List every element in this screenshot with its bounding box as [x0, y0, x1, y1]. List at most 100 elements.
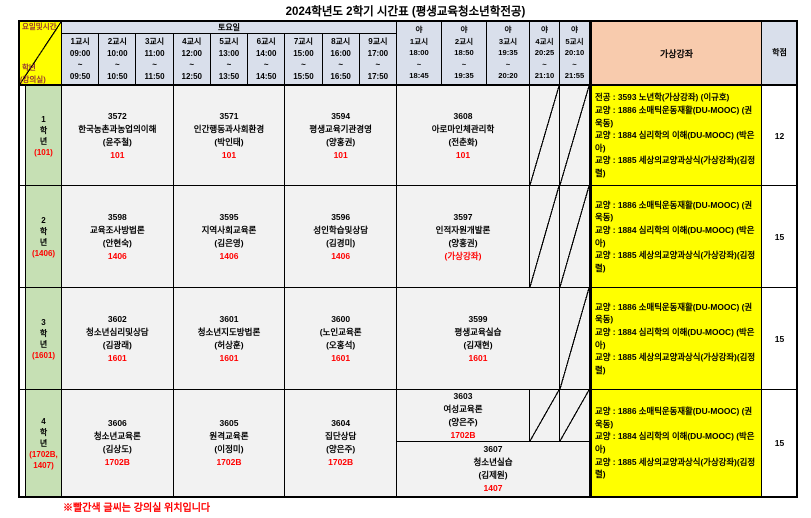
- tilde: ~: [461, 59, 467, 69]
- night-course-cell: 3608 아로마인체관리학 (전춘화) 101: [397, 86, 530, 186]
- course-professor: (이정미): [214, 444, 244, 454]
- course-code: 3599: [468, 313, 488, 324]
- empty-slot-cell: [530, 390, 560, 442]
- course-name: 청소년교육론: [93, 431, 141, 441]
- period-name: 2교시: [107, 37, 127, 46]
- credits-label: 학점: [772, 48, 787, 58]
- period-name: 1교시: [409, 36, 429, 46]
- grade-number: 3: [41, 317, 46, 327]
- virtual-course-line: 교양 : 1884 심리학의 이해(DU-MOOC) (박은아): [595, 224, 755, 248]
- course-professor: (김광래): [102, 339, 132, 350]
- course-cell: 3600 (노인교육론 (오홍석) 1601: [285, 288, 397, 390]
- course-code: 3603: [453, 390, 473, 401]
- tilde: ~: [152, 60, 157, 69]
- course-name: 인적자원개발론: [435, 224, 491, 235]
- course-name: 집단상담: [325, 431, 357, 441]
- credits-cell: 15: [762, 390, 798, 497]
- empty-slot-cell: [560, 86, 590, 186]
- day-period-header: 7교시 15:00 ~15:50: [285, 34, 323, 86]
- period-start-time: 18:50: [454, 48, 474, 58]
- course-room: 101: [221, 149, 237, 160]
- grade-word-char: 년: [39, 136, 48, 146]
- grade-word-char: 학: [39, 427, 48, 437]
- grade-room: (1601): [31, 350, 56, 360]
- diagonal-slash: [530, 390, 559, 441]
- period-end-time: 09:50: [69, 71, 91, 81]
- tilde: ~: [263, 60, 269, 69]
- grade-header-cell: 1 학 년 (101): [26, 86, 62, 186]
- course-professor: (김은영): [214, 237, 244, 248]
- course-code: 3605: [219, 418, 239, 428]
- spacer-cell: [20, 186, 26, 288]
- course-name: 한국농촌과농업의이해: [78, 123, 157, 134]
- course-professor: (양은주): [448, 416, 478, 427]
- period-name: 9교시: [368, 37, 388, 46]
- course-code: 3595: [219, 211, 239, 222]
- night-course-cell: 3599 평생교육실습 (김재현) 1601: [397, 288, 560, 390]
- night-course-cell: 3607 청소년실습 (김제원) 1407: [397, 442, 590, 497]
- course-code: 3608: [453, 110, 473, 121]
- grade-header-cell: 4 학 년 (1702B, 1407): [26, 390, 62, 497]
- credits-cell: 15: [762, 186, 798, 288]
- grade-number: 4: [41, 416, 46, 426]
- tilde: ~: [226, 60, 232, 69]
- tilde: ~: [301, 60, 306, 69]
- credits-value: 15: [774, 438, 785, 448]
- diagonal-slash: [560, 288, 589, 389]
- virtual-course-line: 교양 : 1884 심리학의 이해(DU-MOOC) (박은아): [595, 326, 755, 350]
- period-name: 8교시: [331, 37, 351, 46]
- credits-value: 15: [774, 231, 785, 242]
- virtual-course-line: 교양 : 1886 소매틱운동재활(DU-MOOC) (권욱동): [595, 301, 753, 325]
- period-start-time: 15:00: [293, 48, 314, 58]
- course-professor: (김제원): [478, 470, 508, 480]
- night-course-cell: 3603 여성교육론 (양은주) 1702B: [397, 390, 530, 442]
- course-code: 3597: [453, 211, 473, 222]
- tilde: ~: [189, 60, 195, 69]
- course-professor: (김재현): [463, 339, 493, 350]
- grade-number: 1: [41, 114, 46, 124]
- empty-slot-cell: [530, 186, 560, 288]
- course-professor: (윤주철): [102, 136, 132, 147]
- grade-header-cell: 2 학 년 (1406): [26, 186, 62, 288]
- night-prefix: 야: [460, 25, 468, 35]
- virtual-course-line: 교양 : 1885 세상의교양과상식(가상강좌)(김정렬): [595, 250, 756, 273]
- period-start-time: 13:00: [218, 48, 240, 58]
- virtual-courses-cell: 교양 : 1886 소매틱운동재활(DU-MOOC) (권욱동) 교양 : 188…: [590, 390, 762, 497]
- course-room: 1702B: [328, 457, 354, 467]
- course-name: 여성교육론: [443, 403, 483, 414]
- empty-slot-cell: [530, 86, 560, 186]
- course-room: 1601: [468, 352, 488, 363]
- period-end-time: 11:50: [144, 71, 165, 81]
- course-cell: 3598 교육조사방법론 (안현숙) 1406: [62, 186, 174, 288]
- course-code: 3604: [331, 418, 351, 428]
- tilde: ~: [505, 59, 511, 69]
- course-professor: (양은주): [326, 444, 356, 454]
- spacer-cell: [20, 288, 26, 390]
- virtual-courses-cell: 교양 : 1886 소매틱운동재활(DU-MOOC) (권욱동) 교양 : 188…: [590, 288, 762, 390]
- corner-diagonal-line: [20, 22, 61, 84]
- period-name: 4교시: [182, 37, 202, 46]
- course-room: 101: [110, 149, 125, 160]
- course-name: 청소년심리및상담: [86, 326, 149, 337]
- corner-day-time-label: 요일및시간: [22, 22, 57, 31]
- grade-room: (1406): [31, 248, 56, 258]
- course-name: 아로마인체관리학: [431, 123, 495, 134]
- course-room: 1601: [331, 352, 351, 363]
- day-period-header: 5교시 13:00 ~13:50: [210, 34, 249, 86]
- diagonal-slash: [530, 186, 559, 287]
- night-course-cell: 3597 인적자원개발론 (양홍권) (가상강좌): [397, 186, 530, 288]
- course-cell: 3605 원격교육론 (이정미) 1702B: [173, 390, 286, 497]
- virtual-course-line: 교양 : 1886 소매틱운동재활(DU-MOOC) (권욱동): [595, 105, 753, 128]
- tilde: ~: [338, 60, 343, 69]
- empty-slot-cell: [560, 288, 590, 390]
- course-cell: 3594 평생교육기관경영 (양홍권) 101: [285, 86, 397, 186]
- period-name: 4교시: [535, 36, 554, 46]
- course-code: 3601: [219, 313, 239, 324]
- virtual-course-line: 전공 : 3593 노년학(가상강좌) (이규호): [595, 92, 730, 103]
- grade-room: (101): [34, 147, 53, 157]
- course-room: 1702B: [104, 457, 130, 467]
- night-prefix: 야: [415, 25, 423, 35]
- night-period-header: 야 5교시 20:10 ~21:55: [560, 22, 590, 86]
- corner-header-cell: 요일및시간 학년 (강의실): [20, 22, 62, 86]
- period-name: 6교시: [256, 37, 276, 46]
